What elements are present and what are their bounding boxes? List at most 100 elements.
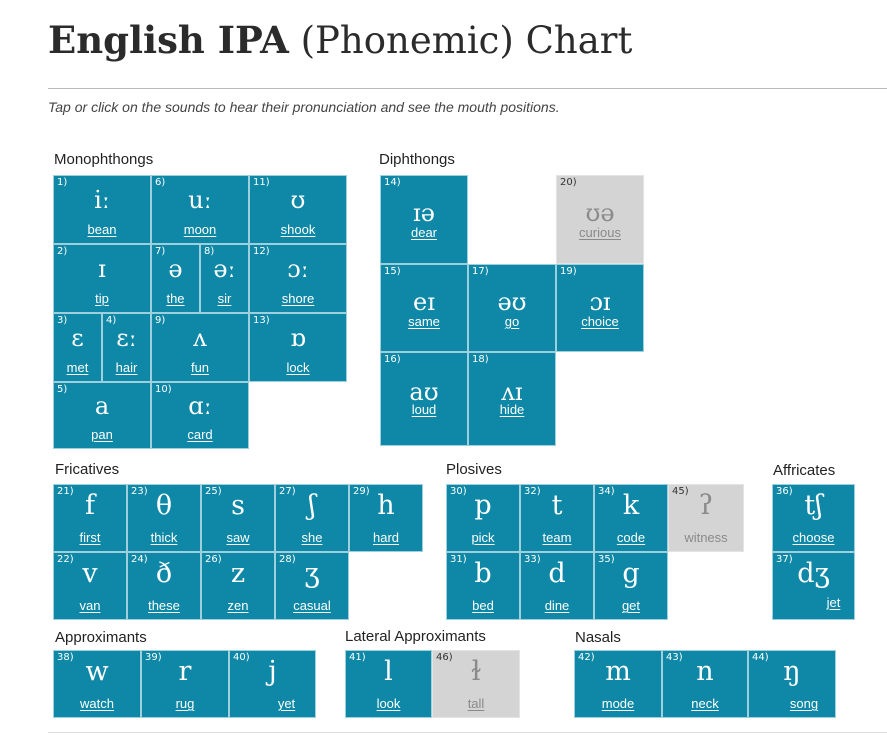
ipa-symbol: ɔɪ <box>589 288 611 317</box>
sound-tile-14[interactable]: 14) ɪə dear <box>380 175 468 264</box>
ipa-symbol: eɪ <box>413 288 435 317</box>
sound-number: 18) <box>472 354 489 365</box>
sound-tile-28[interactable]: 28) ʒ casual <box>275 552 349 620</box>
sound-tile-1[interactable]: 1) iː bean <box>53 175 151 244</box>
sound-tile-18[interactable]: 18) ʌɪ hide <box>468 352 556 446</box>
sound-number: 27) <box>279 486 296 497</box>
sound-tile-3[interactable]: 3) ɛ met <box>53 313 102 382</box>
example-word: fun <box>190 359 210 375</box>
sound-tile-5[interactable]: 5) a pan <box>53 382 151 449</box>
example-word: same <box>408 313 440 329</box>
sound-tile-20[interactable]: 20) ʊə curious <box>556 175 644 264</box>
ipa-symbol: ʒ <box>304 557 320 589</box>
page-title: English IPA (Phonemic) Chart <box>48 18 632 63</box>
ipa-symbol: t <box>551 489 563 521</box>
sound-number: 21) <box>57 486 74 497</box>
sound-tile-22[interactable]: 22) v van <box>53 552 127 620</box>
sound-tile-11[interactable]: 11) ʊ shook <box>249 175 347 244</box>
sound-tile-33[interactable]: 33) d dine <box>520 552 594 620</box>
sound-number: 23) <box>131 486 148 497</box>
example-word: witness <box>684 530 728 546</box>
sound-number: 32) <box>524 486 541 497</box>
sound-tile-8[interactable]: 8) əː sir <box>200 244 249 313</box>
sound-tile-10[interactable]: 10) ɑː card <box>151 382 249 449</box>
sound-tile-35[interactable]: 35) g get <box>594 552 668 620</box>
sound-tile-30[interactable]: 30) p pick <box>446 484 520 552</box>
sound-tile-4[interactable]: 4) ɛː hair <box>102 313 151 382</box>
ipa-symbol: ɛ <box>71 323 84 352</box>
ipa-symbol: v <box>82 557 98 589</box>
sound-tile-7[interactable]: 7) ə the <box>151 244 200 313</box>
ipa-symbol: θ <box>155 489 173 521</box>
sound-tile-17[interactable]: 17) əʊ go <box>468 264 556 352</box>
ipa-symbol: d <box>548 557 566 589</box>
title-divider <box>48 88 887 89</box>
sound-tile-24[interactable]: 24) ð these <box>127 552 201 620</box>
ipa-symbol: ʌɪ <box>501 377 523 406</box>
sound-tile-23[interactable]: 23) θ thick <box>127 484 201 552</box>
ipa-symbol: ʌ <box>193 323 207 352</box>
sound-tile-25[interactable]: 25) s saw <box>201 484 275 552</box>
sound-tile-12[interactable]: 12) ɔː shore <box>249 244 347 313</box>
ipa-symbol: ʊə <box>585 199 615 228</box>
sound-tile-39[interactable]: 39) r rug <box>141 650 229 718</box>
sound-tile-31[interactable]: 31) b bed <box>446 552 520 620</box>
example-word: thick <box>150 530 178 546</box>
sound-tile-13[interactable]: 13) ɒ lock <box>249 313 347 382</box>
ipa-symbol: k <box>622 489 640 521</box>
sound-tile-46[interactable]: 46) ɫ tall <box>432 650 520 718</box>
example-word: lock <box>286 359 310 375</box>
sound-tile-42[interactable]: 42) m mode <box>574 650 662 718</box>
sound-tile-44[interactable]: 44) ŋ song <box>748 650 836 718</box>
sound-tile-43[interactable]: 43) n neck <box>662 650 748 718</box>
sound-tile-21[interactable]: 21) f first <box>53 484 127 552</box>
example-word: these <box>148 598 180 614</box>
sound-tile-29[interactable]: 29) h hard <box>349 484 423 552</box>
ipa-symbol: w <box>85 655 109 687</box>
sound-tile-9[interactable]: 9) ʌ fun <box>151 313 249 382</box>
ipa-symbol: f <box>85 489 95 521</box>
sound-number: 12) <box>253 246 270 257</box>
group-label-plosives: Plosives <box>446 461 502 478</box>
ipa-symbol: r <box>178 655 192 687</box>
sound-tile-36[interactable]: 36) tʃ choose <box>772 484 855 552</box>
example-word: card <box>187 427 213 443</box>
sound-tile-34[interactable]: 34) k code <box>594 484 668 552</box>
ipa-symbol: dʒ <box>797 557 830 589</box>
sound-tile-40[interactable]: 40) j yet <box>229 650 316 718</box>
sound-number: 10) <box>155 384 172 395</box>
ipa-symbol: j <box>268 655 277 687</box>
sound-tile-45[interactable]: 45) ʔ witness <box>668 484 744 552</box>
sound-tile-19[interactable]: 19) ɔɪ choice <box>556 264 644 352</box>
sound-number: 25) <box>205 486 222 497</box>
sound-number: 46) <box>436 652 453 663</box>
example-word: met <box>66 359 89 375</box>
sound-number: 38) <box>57 652 74 663</box>
sound-number: 30) <box>450 486 467 497</box>
sound-tile-32[interactable]: 32) t team <box>520 484 594 552</box>
sound-tile-2[interactable]: 2) ɪ tip <box>53 244 151 313</box>
bottom-divider <box>48 732 887 733</box>
ipa-symbol: ɫ <box>470 655 482 687</box>
ipa-symbol: p <box>474 489 492 521</box>
sound-tile-41[interactable]: 41) l look <box>345 650 432 718</box>
group-label-diphthongs: Diphthongs <box>379 151 455 168</box>
sound-tile-16[interactable]: 16) aʊ loud <box>380 352 468 446</box>
example-word: first <box>79 530 101 546</box>
sound-tile-38[interactable]: 38) w watch <box>53 650 141 718</box>
sound-number: 3) <box>57 315 68 326</box>
sound-number: 8) <box>204 246 215 257</box>
ipa-symbol: l <box>384 655 393 687</box>
ipa-symbol: ɪə <box>413 199 435 228</box>
sound-tile-15[interactable]: 15) eɪ same <box>380 264 468 352</box>
example-word: yet <box>277 696 296 712</box>
sound-tile-6[interactable]: 6) uː moon <box>151 175 249 244</box>
sound-tile-26[interactable]: 26) z zen <box>201 552 275 620</box>
example-word: go <box>504 313 520 329</box>
sound-tile-27[interactable]: 27) ʃ she <box>275 484 349 552</box>
sound-tile-37[interactable]: 37) dʒ jet <box>772 552 855 620</box>
example-word: dear <box>410 225 438 241</box>
sound-number: 2) <box>57 246 68 257</box>
sound-number: 37) <box>776 554 793 565</box>
sound-number: 34) <box>598 486 615 497</box>
